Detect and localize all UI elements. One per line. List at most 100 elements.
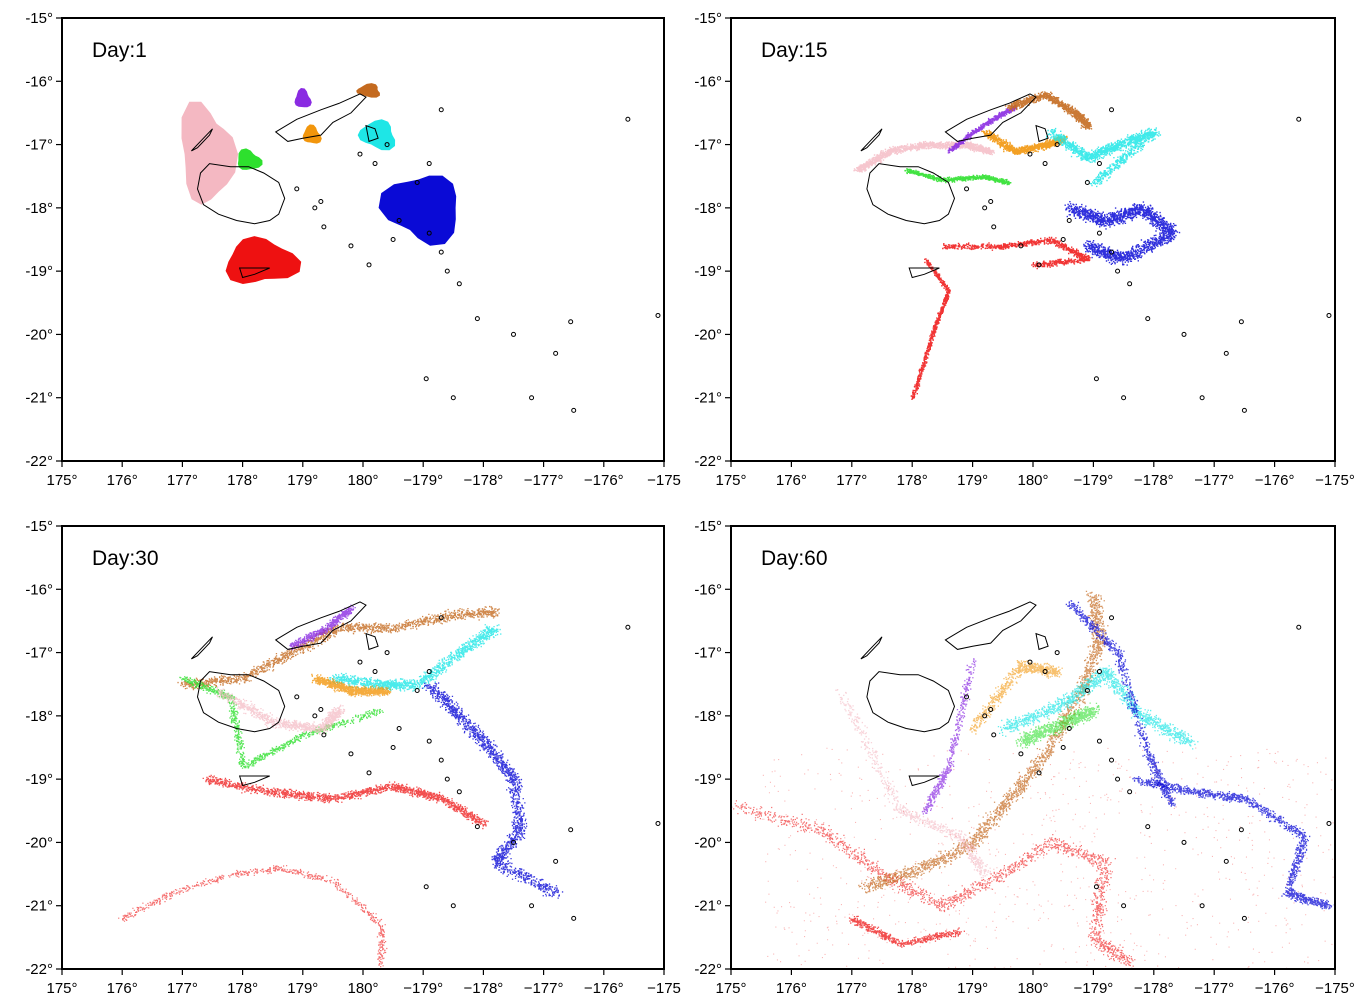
map-area	[731, 590, 1335, 969]
particles-brown	[356, 83, 380, 98]
small-island	[568, 319, 574, 325]
x-tick-label: 176°	[107, 980, 138, 997]
x-tick-label: −176°	[584, 980, 624, 997]
particles-purple	[288, 604, 356, 651]
x-tick-label: 179°	[287, 472, 318, 489]
particles-red-diffuse	[761, 747, 1335, 969]
small-island	[511, 839, 516, 845]
x-tick-label: 175°	[46, 472, 77, 489]
small-island	[529, 395, 535, 401]
x-tick-label: 175°	[715, 472, 746, 489]
y-tick-label: -20°	[25, 834, 53, 851]
particles-purple	[947, 104, 1018, 154]
small-island	[1326, 820, 1332, 826]
coastline-kadavu	[238, 267, 270, 279]
particles-red-loop	[118, 865, 388, 968]
coastline-vitiLevu	[866, 163, 956, 225]
y-tick-label: -18°	[694, 708, 722, 725]
small-island	[982, 205, 988, 211]
x-tick-label: −178°	[1134, 472, 1174, 489]
small-island	[1109, 757, 1115, 763]
small-island	[1296, 624, 1302, 630]
x-tick-label: 176°	[107, 472, 138, 489]
small-island	[384, 650, 390, 656]
y-tick-label: -22°	[694, 961, 722, 978]
y-tick-label: -22°	[25, 961, 53, 978]
x-tick-label: 178°	[227, 472, 258, 489]
small-island	[529, 903, 535, 909]
y-tick-label: -16°	[694, 581, 722, 598]
small-island	[456, 789, 462, 795]
particles-red	[225, 236, 302, 284]
y-tick-label: -16°	[694, 73, 722, 90]
coastline-kadavu	[908, 267, 940, 279]
particles-pink	[853, 140, 995, 173]
small-island	[1093, 884, 1099, 890]
small-island	[1223, 858, 1229, 864]
small-island	[1181, 839, 1187, 845]
map-area	[853, 91, 1332, 413]
small-island	[1109, 107, 1115, 113]
coastline-taveuni	[1035, 124, 1049, 143]
x-tick-label: 176°	[776, 472, 807, 489]
particles-orange	[969, 660, 1063, 735]
small-island	[1115, 268, 1121, 274]
small-island	[1241, 915, 1247, 921]
x-tick-label: 179°	[957, 472, 988, 489]
small-island	[1084, 688, 1090, 694]
small-island	[1036, 770, 1042, 776]
small-island	[655, 820, 661, 826]
small-island	[474, 316, 480, 322]
small-island	[1027, 659, 1033, 665]
map-frame	[61, 525, 665, 970]
small-island	[426, 669, 432, 675]
small-island	[1145, 316, 1151, 322]
small-island	[414, 688, 420, 694]
particles-brown	[177, 605, 500, 691]
particles-red	[202, 774, 489, 830]
small-island	[1238, 827, 1244, 833]
particles-red	[942, 236, 1091, 270]
small-island	[390, 745, 396, 750]
x-tick-label: 178°	[897, 980, 928, 997]
small-island	[372, 161, 378, 167]
small-island	[1223, 350, 1229, 356]
map-frame	[730, 17, 1336, 462]
small-island	[423, 884, 429, 890]
small-island	[1036, 262, 1042, 268]
x-tick-label: 177°	[836, 980, 867, 997]
particles-blue	[1132, 776, 1335, 910]
coastline-yasawa	[191, 636, 213, 660]
small-island	[366, 770, 372, 776]
coastline-yasawa	[860, 128, 883, 152]
small-island	[321, 732, 327, 738]
y-tick-label: -21°	[25, 898, 53, 915]
small-island	[982, 713, 988, 719]
coastline-yasawa	[191, 128, 213, 152]
small-island	[426, 738, 432, 744]
small-island	[964, 694, 970, 700]
x-tick-label: −177°	[524, 980, 564, 997]
particles-orange	[311, 673, 392, 698]
particles-brown	[1004, 91, 1093, 130]
small-island	[553, 350, 559, 356]
small-island	[964, 186, 970, 192]
coastline-taveuni	[365, 124, 379, 143]
y-tick-label: -17°	[694, 137, 722, 154]
map-frame	[61, 17, 665, 462]
small-island	[438, 249, 444, 255]
y-tick-label: -20°	[694, 834, 722, 851]
small-island	[294, 694, 300, 700]
small-island	[1054, 142, 1060, 148]
particles-pink	[835, 689, 991, 879]
particles-red-tail	[910, 258, 951, 400]
y-tick-label: -18°	[25, 708, 53, 725]
particles-cyan	[357, 119, 396, 151]
small-island	[318, 707, 324, 713]
x-tick-label: 175°	[715, 980, 746, 997]
x-tick-label: 176°	[776, 980, 807, 997]
coastline-vitiLevu	[196, 163, 286, 225]
particles-orange	[981, 129, 1068, 155]
y-tick-label: -18°	[25, 200, 53, 217]
small-island	[1060, 745, 1066, 750]
